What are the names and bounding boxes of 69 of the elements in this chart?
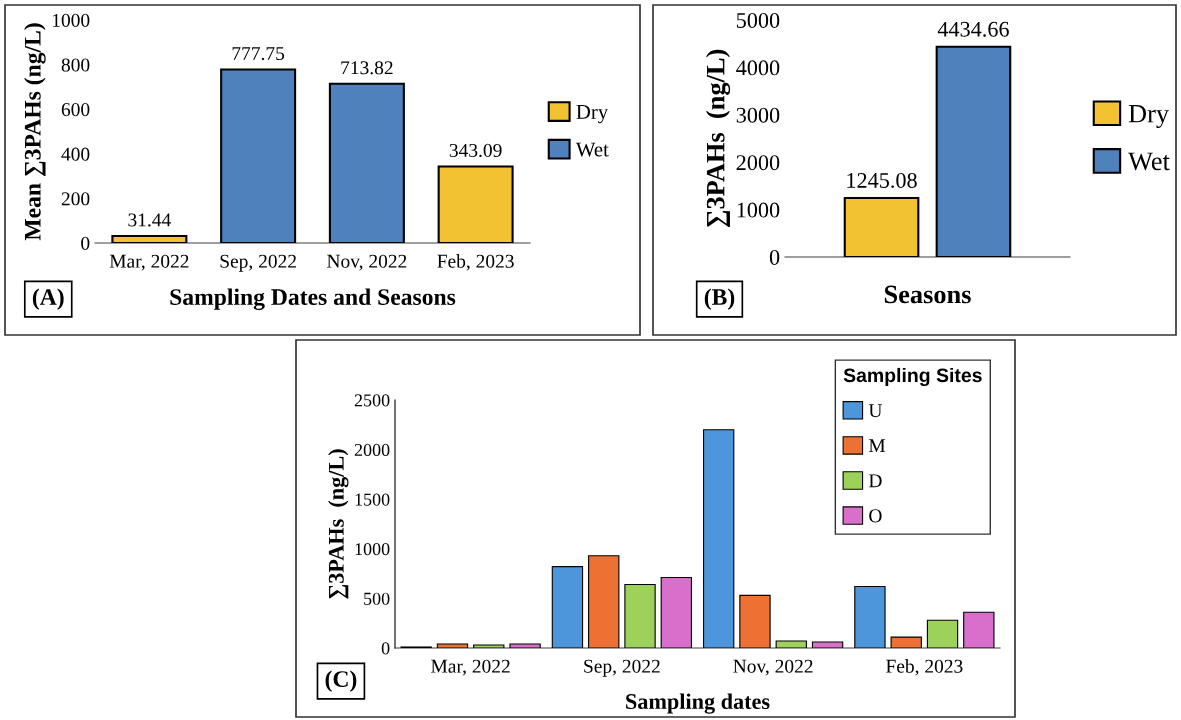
x-tick-label: Mar, 2022 — [431, 659, 510, 676]
y-axis-title: ∑3PAHs (ng/L) — [706, 49, 731, 228]
bar — [890, 636, 922, 648]
y-tick-label: 600 — [61, 103, 90, 117]
bar — [551, 566, 584, 648]
bar — [328, 82, 405, 243]
y-tick-label: 5000 — [736, 12, 780, 28]
legend-label: D — [868, 474, 882, 488]
x-axis-title: Sampling dates — [626, 693, 770, 714]
y-tick-label: 1000 — [355, 543, 390, 556]
y-tick-label: 2000 — [736, 155, 780, 171]
x-tick-label: Sep, 2022 — [220, 254, 296, 272]
bar — [702, 429, 735, 648]
data-label: 4434.66 — [937, 21, 1009, 37]
y-tick-label: 4000 — [736, 60, 780, 76]
data-label: 343.09 — [449, 143, 502, 158]
x-tick-label: Nov, 2022 — [733, 659, 813, 676]
x-tick-label: Feb, 2023 — [886, 659, 963, 676]
text: (B) — [704, 288, 735, 310]
legend-title: Sampling Sites — [843, 367, 982, 387]
bar — [811, 641, 844, 648]
bar — [509, 643, 541, 648]
y-tick-label: 0 — [81, 236, 90, 250]
y-tick-label: 2500 — [354, 394, 390, 407]
y-tick-label: 0 — [769, 249, 780, 265]
bar — [624, 583, 656, 648]
y-tick-label: 0 — [381, 642, 390, 655]
legend-label: M — [868, 439, 886, 453]
bar — [660, 577, 693, 648]
y-axis-title: Mean ∑3PAHs (ng/L) — [24, 23, 46, 241]
data-label: 713.82 — [341, 61, 393, 75]
bar — [111, 234, 188, 243]
y-tick-label: 3000 — [736, 107, 780, 123]
data-label: 777.75 — [232, 47, 285, 61]
legend-label: Dry — [1128, 105, 1169, 128]
bar — [926, 619, 959, 648]
bar — [588, 555, 620, 648]
y-tick-label: 1500 — [355, 493, 390, 506]
x-axis-title: Sampling Dates and Seasons — [170, 288, 456, 311]
bar — [739, 594, 771, 648]
bar — [963, 611, 995, 648]
y-tick-label: 400 — [61, 147, 90, 161]
y-tick-label: 1000 — [737, 202, 780, 218]
legend-label: O — [869, 509, 882, 523]
text: (A) — [32, 288, 64, 310]
y-tick-label: 2000 — [354, 443, 390, 457]
y-tick-label: 500 — [364, 592, 390, 605]
legend-label: Wet — [575, 142, 609, 157]
bar — [775, 640, 807, 648]
y-tick-label: 1000 — [52, 13, 90, 27]
y-tick-label: 800 — [61, 58, 90, 72]
y-tick-label: 200 — [61, 192, 90, 206]
bar — [437, 165, 514, 243]
x-tick-label: Feb, 2023 — [437, 254, 514, 271]
data-label: 1245.08 — [847, 172, 917, 189]
legend-label: Dry — [576, 105, 609, 124]
legend-label: U — [868, 404, 883, 418]
text: (C) — [325, 670, 357, 692]
x-axis-title: Seasons — [884, 285, 971, 304]
bar — [220, 68, 297, 243]
legend-label: Wet — [1128, 152, 1170, 171]
bar — [436, 643, 469, 648]
y-axis-title: ∑3PAHs (ng/L) — [328, 449, 349, 599]
x-tick-label: Sep, 2022 — [584, 659, 660, 677]
bar — [854, 585, 886, 648]
data-label: 31.44 — [128, 213, 171, 227]
x-tick-label: Mar, 2022 — [109, 254, 189, 271]
bar — [473, 644, 505, 648]
x-tick-label: Nov, 2022 — [327, 254, 407, 271]
